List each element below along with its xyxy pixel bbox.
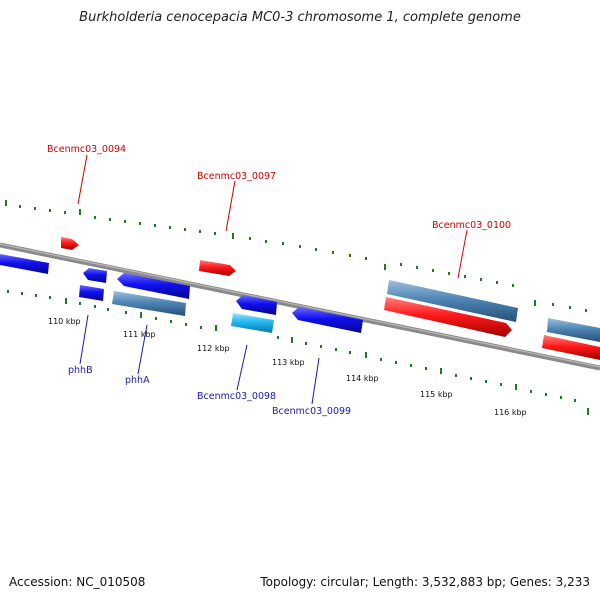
gene-feature-bcenmc03-0100[interactable] <box>384 297 512 337</box>
gene-feature-reverse-small[interactable] <box>83 268 107 283</box>
gene-feature-bcenmc03-0094[interactable] <box>61 237 79 250</box>
scale-label: 113 kbp <box>272 358 305 367</box>
gene-features-reverse-strand <box>0 254 600 342</box>
gene-feature-steel-edge[interactable] <box>547 318 600 342</box>
gene-label-bcenmc03-0099[interactable]: Bcenmc03_0099 <box>272 406 351 417</box>
gene-feature-phhA[interactable] <box>112 291 186 316</box>
leader-line-bcenmc03-0094 <box>77 154 88 205</box>
gene-labels: Bcenmc03_0094 Bcenmc03_0097 Bcenmc03_010… <box>47 144 511 417</box>
scale-label: 111 kbp <box>123 330 156 339</box>
leader-line-phhA <box>137 324 148 375</box>
gene-feature-bcenmc03-0098[interactable] <box>231 313 274 333</box>
scale-label: 114 kbp <box>346 374 379 383</box>
map-title: Burkholderia cenocepacia MC0-3 chromosom… <box>79 10 521 25</box>
gene-feature-bcenmc03-0098-blue[interactable] <box>236 295 277 315</box>
gene-label-phhB[interactable]: phhB <box>68 365 93 376</box>
gene-leader-lines <box>77 154 468 405</box>
scale-labels: 110 kbp 111 kbp 112 kbp 113 kbp 114 kbp … <box>48 317 527 417</box>
gene-label-bcenmc03-0097[interactable]: Bcenmc03_0097 <box>197 171 276 182</box>
gene-feature-forward-edge[interactable] <box>542 335 600 360</box>
leader-line-bcenmc03-0098 <box>236 344 248 391</box>
genome-stats-label: Topology: circular; Length: 3,532,883 bp… <box>260 575 590 589</box>
leader-line-bcenmc03-0099 <box>311 357 320 405</box>
scale-label: 112 kbp <box>197 344 230 353</box>
leader-line-bcenmc03-0097 <box>225 180 236 232</box>
accession-label: Accession: NC_010508 <box>9 575 146 589</box>
scale-label: 115 kbp <box>420 390 453 399</box>
tick-track-lower <box>7 290 589 415</box>
tick-track-upper <box>5 200 587 312</box>
gene-feature-reverse-left[interactable] <box>0 254 49 274</box>
gene-feature-reverse-long[interactable] <box>117 273 190 299</box>
gene-feature-phhB[interactable] <box>79 285 104 301</box>
gene-feature-bcenmc03-0100-steel[interactable] <box>387 280 518 322</box>
gene-feature-bcenmc03-0097[interactable] <box>199 260 236 276</box>
chromosome-backbone-highlight <box>0 243 600 368</box>
scale-label: 110 kbp <box>48 317 81 326</box>
leader-line-bcenmc03-0100 <box>457 229 468 279</box>
gene-label-bcenmc03-0100[interactable]: Bcenmc03_0100 <box>432 220 511 231</box>
gene-feature-bcenmc03-0099[interactable] <box>292 307 363 333</box>
gene-label-bcenmc03-0098[interactable]: Bcenmc03_0098 <box>197 391 276 402</box>
chromosome-backbone <box>0 242 600 371</box>
gene-label-bcenmc03-0094[interactable]: Bcenmc03_0094 <box>47 144 126 155</box>
leader-line-phhB <box>79 314 89 365</box>
gene-label-phhA[interactable]: phhA <box>125 375 150 386</box>
gene-features-forward-strand <box>61 237 600 360</box>
scale-label: 116 kbp <box>494 408 527 417</box>
